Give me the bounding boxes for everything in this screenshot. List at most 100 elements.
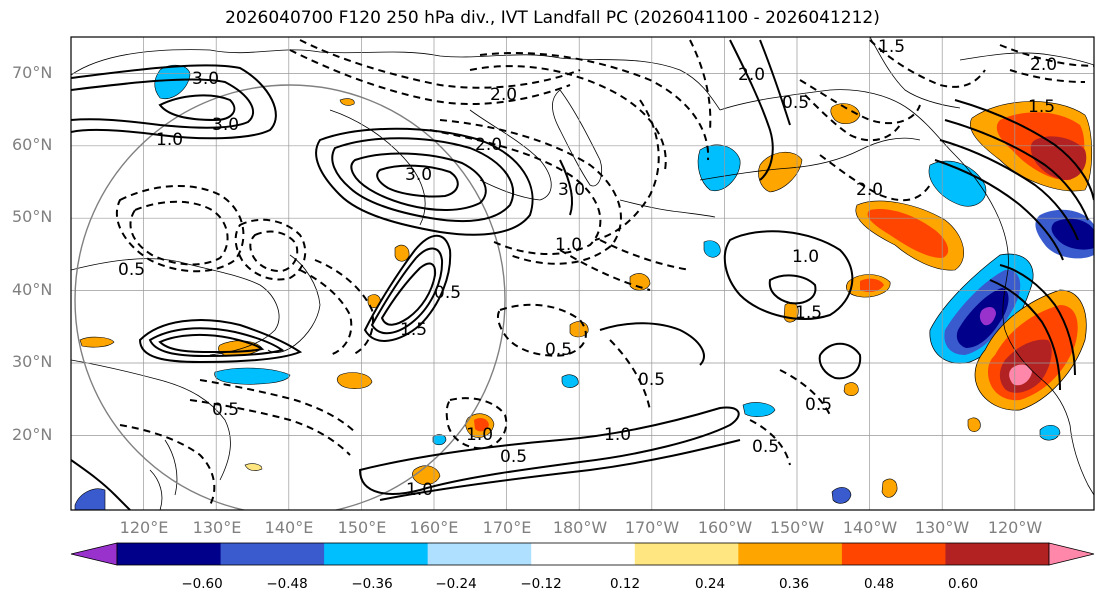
shade-orange-alaska (830, 103, 861, 124)
colorbar-segment (738, 543, 843, 565)
colorbar-segment (117, 543, 222, 565)
contour-solid-alaska-2 (759, 39, 791, 126)
contour-dashed-30 (559, 249, 651, 291)
contour-solid-alaska-1 (729, 39, 774, 181)
contour-dashed-16 (129, 200, 229, 266)
contour-label: 0.5 (434, 283, 461, 303)
contour-solid-bc-4 (934, 159, 1064, 261)
contour-dashed-23 (496, 303, 587, 357)
shade-blue-sw (214, 367, 291, 385)
contour-dashed-1 (289, 49, 571, 105)
lat-label: 40°N (12, 280, 53, 299)
graticule (71, 37, 1094, 510)
colorbar-tick-label: −0.36 (351, 576, 393, 592)
coast-us-west (1002, 269, 1071, 426)
contour-solid-west-1 (71, 459, 131, 510)
contour-dashed-25 (779, 369, 831, 416)
contour-dashed-6 (479, 52, 710, 161)
contour-solid-jet-3 (380, 262, 437, 326)
contour-label: 1.0 (555, 235, 582, 255)
colorbar-segment (634, 543, 739, 565)
shade-orange-pac-11 (79, 336, 115, 348)
lon-label: 150°E (337, 518, 387, 537)
shade-blue-pac-7 (561, 374, 579, 388)
lon-label: 120°E (119, 518, 169, 537)
contour-dashed-26 (749, 419, 791, 466)
colorbar-segment (945, 543, 1050, 565)
contour-dashed-10 (799, 79, 921, 125)
map-background (71, 37, 1094, 510)
shade-red-pac-2 (474, 417, 489, 432)
colorbar-tick-label: −0.60 (181, 576, 223, 592)
contour-label: 0.5 (545, 340, 572, 360)
contour-label: 1.0 (406, 480, 433, 500)
map-panel: 3.0 1.0 2.0 0.5 2.0 0.5 3.0 3.0 1.5 2.0 … (71, 37, 1094, 510)
shade-red-gulf-n (867, 209, 949, 258)
shade-darkred-sc-alaska (1030, 136, 1087, 180)
shade-orange-pac-7 (843, 382, 859, 396)
contour-dashed-27 (445, 397, 508, 450)
contour-dashed-11 (819, 154, 931, 202)
contour-label: 2.0 (738, 65, 765, 85)
lon-label: 130°E (192, 518, 242, 537)
shade-blue-pac-4 (831, 487, 852, 504)
contour-dashed-4 (439, 119, 622, 265)
colorbar-tick-label: 0.24 (694, 576, 726, 592)
shade-orange-pac-5 (629, 273, 651, 291)
contour-label: 0.5 (118, 260, 145, 280)
coast-canada-arctic (959, 52, 1094, 66)
contour-solid-siberia-mid (71, 78, 254, 129)
contour-solid-mid-3 (818, 342, 862, 380)
coast-alaska-north (869, 37, 961, 109)
lat-label: 50°N (12, 207, 53, 226)
contour-dashed-9 (804, 94, 901, 142)
map-frame (70, 36, 1095, 511)
colorbar-extend-low (70, 542, 118, 566)
contour-dashed-22 (314, 259, 374, 356)
contour-solid-subtropic (358, 406, 740, 495)
contour-label: 1.5 (795, 303, 822, 323)
dashed-contours (115, 39, 1094, 506)
contour-label: 1.0 (604, 425, 631, 445)
contour-solid-siberia-outer (71, 64, 277, 140)
contour-solid-bc-1 (954, 99, 1094, 201)
contour-dashed-2 (299, 39, 581, 89)
contour-dashed-13 (999, 44, 1094, 67)
colorbar-tick-label: −0.12 (520, 576, 562, 592)
shade-blue-pac-2 (432, 434, 447, 446)
contour-solid-jet-1 (363, 234, 452, 342)
colorbar-segment (324, 543, 429, 565)
contour-dashed-18 (249, 230, 299, 273)
lon-label: 120°W (987, 518, 1043, 537)
lon-label: 160°E (409, 518, 459, 537)
contour-label: 0.5 (752, 437, 779, 457)
coast-alaska-peninsula (699, 137, 921, 181)
shade-navy-bc (1051, 218, 1094, 250)
contour-dashed-24 (609, 339, 651, 411)
colorbar (70, 542, 1095, 566)
contour-label: 1.0 (466, 425, 493, 445)
lat-label: 20°N (12, 425, 53, 444)
contour-solid-siberia-inner (158, 94, 236, 122)
shade-red-pac-ne (860, 278, 884, 293)
contour-dashed-5 (469, 65, 667, 171)
lat-label: 60°N (12, 135, 53, 154)
contour-solid-japan-3 (158, 333, 265, 354)
coast-bc-coast (954, 154, 1009, 271)
contour-label: 1.5 (878, 37, 905, 57)
lon-label: 170°W (624, 518, 680, 537)
shade-blue-pac-6 (703, 240, 721, 258)
shade-blue-pac-3 (1039, 425, 1061, 441)
shade-orange-pac-13 (967, 417, 981, 432)
contour-label: 1.5 (400, 320, 427, 340)
shade-yellow-pac-1 (244, 463, 263, 471)
contour-solid-subtropic-2 (379, 439, 741, 501)
contour-solid-japan-2 (148, 327, 285, 358)
contour-label: 1.0 (156, 130, 183, 150)
contour-solid-japan-1 (138, 319, 303, 364)
contour-label: 0.5 (805, 395, 832, 415)
colorbar-segment (531, 543, 636, 565)
contour-dashed-15 (115, 185, 245, 273)
contour-label: 2.0 (490, 85, 517, 105)
